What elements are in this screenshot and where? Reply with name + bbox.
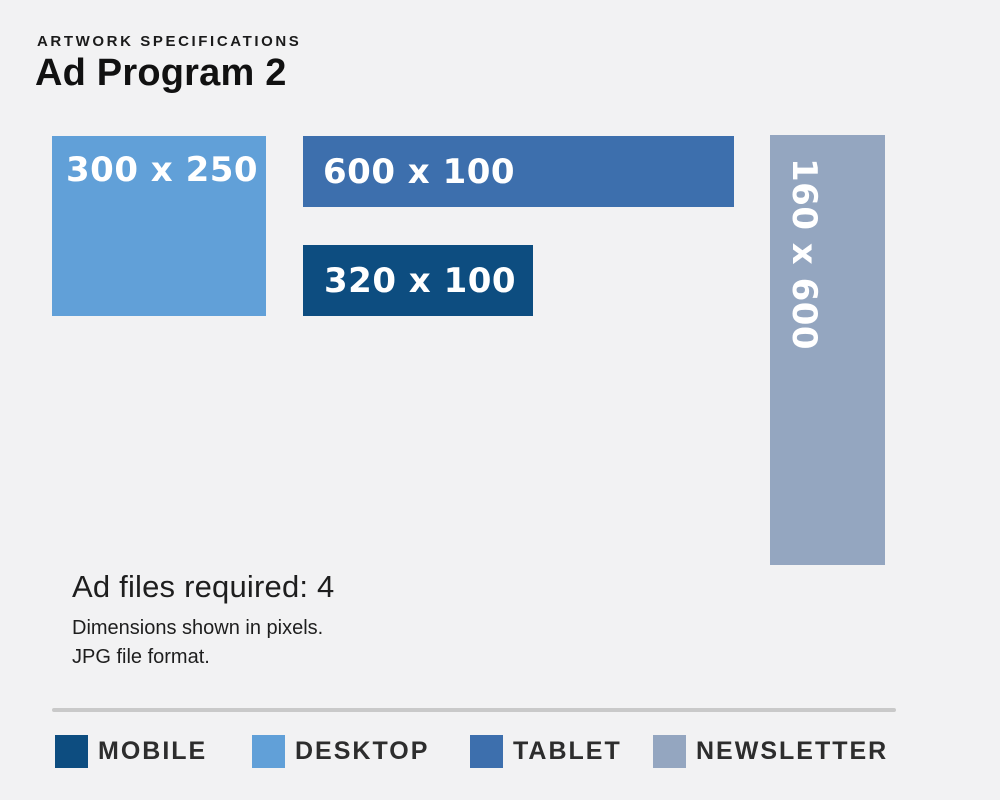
dimensions-note: Dimensions shown in pixels.	[72, 617, 324, 639]
legend-label-newsletter: NEWSLETTER	[696, 737, 889, 765]
mobile-ad-size-label: 320 x 100	[324, 260, 517, 301]
tablet-ad-box: 600 x 100	[303, 136, 734, 207]
files-required-text: Ad files required: 4	[72, 569, 335, 604]
desktop-ad-box: 300 x 250	[52, 136, 266, 316]
newsletter-color-swatch	[653, 735, 686, 768]
legend-item-desktop: DESKTOP	[252, 735, 429, 768]
legend-item-tablet: TABLET	[470, 735, 622, 768]
page-title: Ad Program 2	[35, 52, 287, 94]
legend-label-desktop: DESKTOP	[295, 737, 430, 765]
desktop-ad-size-label: 300 x 250	[66, 150, 259, 190]
legend-divider	[52, 708, 896, 712]
mobile-color-swatch	[55, 735, 88, 768]
newsletter-ad-box: 160 x 600	[770, 135, 885, 565]
desktop-color-swatch	[252, 735, 285, 768]
mobile-ad-box: 320 x 100	[303, 245, 533, 316]
legend-item-mobile: MOBILE	[55, 735, 207, 768]
file-format-note: JPG file format.	[72, 646, 210, 668]
tablet-color-swatch	[470, 735, 503, 768]
tablet-ad-size-label: 600 x 100	[323, 151, 516, 192]
eyebrow-heading: ARTWORK SPECIFICATIONS	[37, 33, 302, 50]
legend-label-mobile: MOBILE	[98, 737, 208, 765]
legend-label-tablet: TABLET	[513, 737, 622, 765]
format-notes: Dimensions shown in pixels. JPG file for…	[72, 614, 323, 672]
newsletter-ad-size-label: 160 x 600	[784, 158, 824, 351]
legend-item-newsletter: NEWSLETTER	[653, 735, 888, 768]
